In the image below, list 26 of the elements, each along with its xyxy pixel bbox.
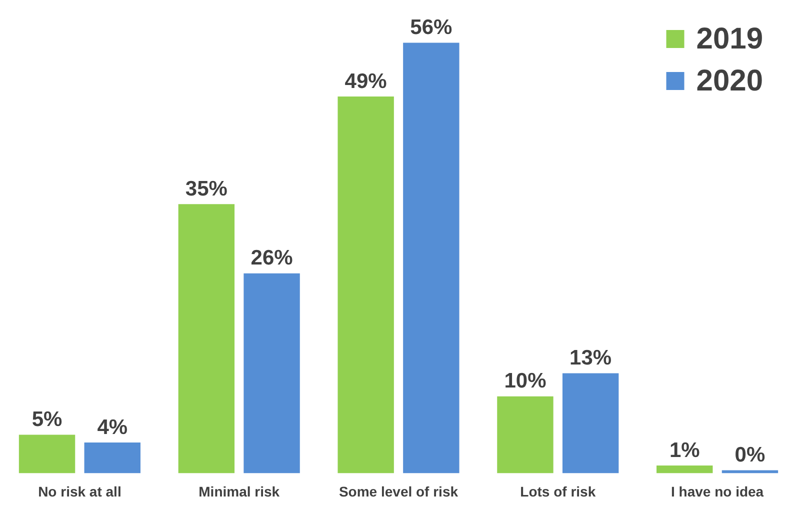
data-label: 49% xyxy=(344,70,388,93)
x-tick-label: Lots of risk xyxy=(520,483,596,500)
bar xyxy=(244,273,300,474)
data-label: 26% xyxy=(250,246,294,270)
data-label: 4% xyxy=(97,416,128,439)
data-label: 56% xyxy=(410,16,453,40)
bar xyxy=(562,373,619,474)
bar xyxy=(338,96,394,474)
bar xyxy=(403,42,460,474)
x-tick-label: Minimal risk xyxy=(198,483,280,500)
x-tick-label: I have no idea xyxy=(671,483,764,500)
data-label: 1% xyxy=(669,438,700,462)
data-label: 13% xyxy=(570,346,612,370)
legend-label: 2020 xyxy=(696,64,764,98)
data-label: 35% xyxy=(185,177,228,200)
x-tick-label: No risk at all xyxy=(38,483,122,500)
bar xyxy=(18,434,76,474)
data-label: 0% xyxy=(734,443,766,466)
legend-label: 2019 xyxy=(696,22,764,56)
bar xyxy=(497,396,554,474)
data-label: 5% xyxy=(32,408,63,432)
bar xyxy=(178,204,235,474)
bar xyxy=(656,466,713,474)
x-tick-label: Some level of risk xyxy=(338,483,458,500)
bar xyxy=(84,442,140,474)
data-label: 10% xyxy=(504,370,547,393)
